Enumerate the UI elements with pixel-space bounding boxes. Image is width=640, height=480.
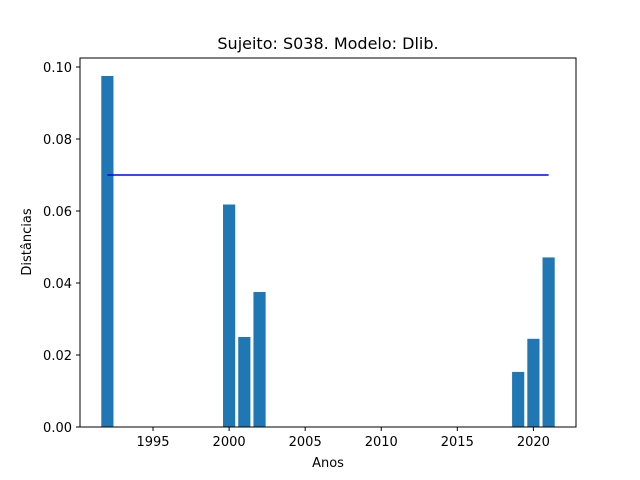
x-tick-label: 2005 — [289, 435, 322, 450]
y-tick-label: 0.02 — [43, 349, 72, 364]
bar-2020 — [527, 338, 540, 427]
chart-title: Sujeito: S038. Modelo: Dlib. — [217, 34, 438, 53]
x-tick-label: 2020 — [517, 435, 550, 450]
x-axis-label: Anos — [312, 456, 344, 471]
y-tick-label: 0.06 — [43, 205, 72, 220]
bars-group — [101, 76, 555, 427]
y-axis-ticks: 0.00 0.02 0.04 0.06 0.08 0.10 — [43, 61, 80, 436]
y-tick-label: 0.10 — [43, 61, 72, 76]
y-tick-label: 0.00 — [43, 421, 72, 436]
x-tick-label: 2010 — [365, 435, 398, 450]
x-tick-label: 2015 — [441, 435, 474, 450]
bar-1992 — [101, 76, 114, 427]
bar-2000 — [223, 204, 236, 427]
bar-2021 — [542, 257, 555, 427]
y-tick-label: 0.08 — [43, 133, 72, 148]
bar-2019 — [512, 371, 525, 427]
x-tick-label: 1995 — [136, 435, 169, 450]
y-axis-label: Distâncias — [20, 208, 35, 275]
bar-2002 — [253, 292, 266, 427]
bar-2001 — [238, 337, 251, 427]
x-axis-ticks: 1995 2000 2005 2010 2015 2020 — [136, 427, 550, 450]
y-tick-label: 0.04 — [43, 277, 72, 292]
x-tick-label: 2000 — [213, 435, 246, 450]
plot-frame — [79, 57, 577, 428]
